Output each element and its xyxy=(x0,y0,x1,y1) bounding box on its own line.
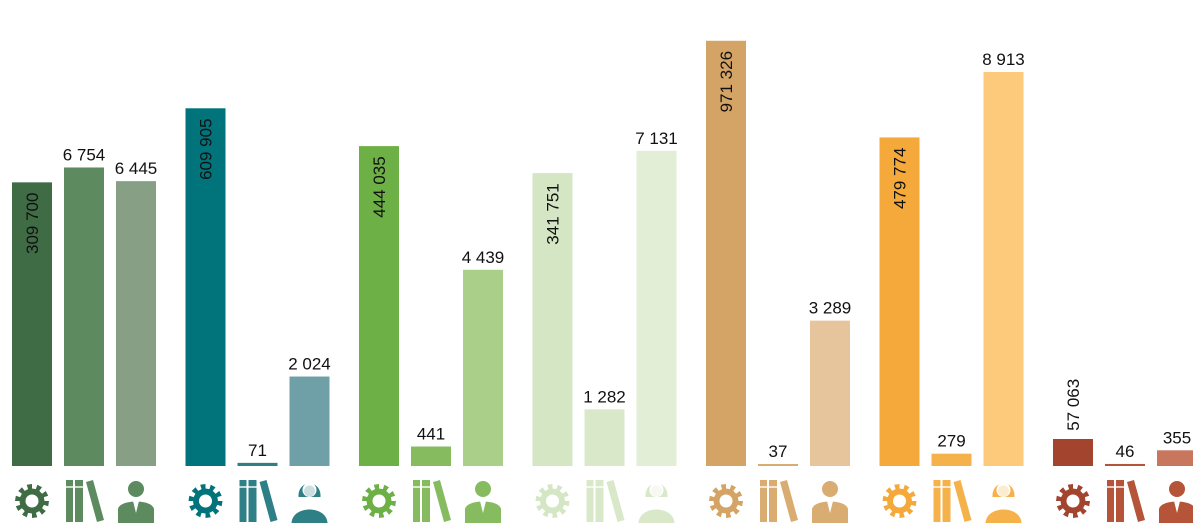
value-label-5-gear: 971 326 xyxy=(717,51,736,112)
value-label-3-books: 441 xyxy=(417,425,445,444)
value-label-4-person: 7 131 xyxy=(635,129,678,148)
value-label-7-gear: 57 063 xyxy=(1064,379,1083,431)
value-label-5-person: 3 289 xyxy=(809,299,852,318)
category-icons-layer xyxy=(15,480,1193,523)
value-label-5-books: 37 xyxy=(769,442,788,461)
bar-5-books xyxy=(758,464,798,466)
bar-1-person xyxy=(116,181,156,467)
bar-group-1 xyxy=(12,167,156,467)
bar-6-gear xyxy=(879,137,920,466)
gear-icon xyxy=(188,484,223,518)
books-icon xyxy=(1107,480,1145,522)
books-icon xyxy=(239,480,278,522)
gear-icon xyxy=(1056,484,1090,518)
bar-7-person xyxy=(1157,450,1193,466)
bar-4-gear xyxy=(532,173,573,466)
books-icon xyxy=(933,480,972,522)
value-label-2-books: 71 xyxy=(248,441,267,460)
person-icon xyxy=(291,483,328,523)
bar-3-gear xyxy=(359,146,399,466)
value-label-6-gear: 479 774 xyxy=(891,148,910,209)
value-label-1-person: 6 445 xyxy=(115,159,158,178)
gear-icon xyxy=(709,484,743,518)
value-label-6-books: 279 xyxy=(937,432,965,451)
bar-group-6 xyxy=(879,72,1024,466)
bar-7-books xyxy=(1105,463,1145,466)
value-label-4-gear: 341 751 xyxy=(544,183,563,244)
bar-2-gear xyxy=(185,108,226,466)
bar-5-person xyxy=(810,320,850,466)
value-label-2-person: 2 024 xyxy=(288,355,331,374)
bar-3-books xyxy=(411,446,451,466)
bar-3-person xyxy=(463,269,503,466)
gear-icon xyxy=(882,484,917,518)
bar-group-7 xyxy=(1053,439,1193,466)
person-icon xyxy=(118,481,154,523)
person-icon xyxy=(1159,481,1193,523)
bar-2-person xyxy=(289,376,330,466)
value-labels-layer: 309 700 6 754 6 445 609 905 71 2 024 444 035 44… xyxy=(23,50,1191,461)
books-icon xyxy=(413,480,451,522)
bar-1-gear xyxy=(12,182,52,466)
gear-icon xyxy=(15,484,49,518)
person-icon xyxy=(812,481,848,523)
value-label-3-gear: 444 035 xyxy=(370,156,389,217)
books-icon xyxy=(586,480,625,522)
books-icon xyxy=(66,480,104,522)
gear-icon xyxy=(362,484,396,518)
bar-group-4 xyxy=(532,150,677,466)
bars-layer xyxy=(12,40,1193,467)
value-label-4-books: 1 282 xyxy=(583,387,626,406)
bar-6-person xyxy=(983,72,1024,466)
bar-5-gear xyxy=(706,40,746,466)
bar-4-person xyxy=(636,150,677,466)
bar-group-5 xyxy=(706,40,850,466)
bar-1-books xyxy=(64,167,104,466)
value-label-2-gear: 609 905 xyxy=(197,118,216,179)
value-label-1-books: 6 754 xyxy=(63,145,106,164)
value-label-6-person: 8 913 xyxy=(982,50,1025,69)
person-icon xyxy=(638,483,675,523)
gear-icon xyxy=(535,484,570,518)
value-label-1-gear: 309 700 xyxy=(23,193,42,254)
books-icon xyxy=(760,480,798,522)
person-icon xyxy=(985,483,1022,523)
bar-4-books xyxy=(584,409,625,466)
person-icon xyxy=(465,481,501,523)
bar-2-books xyxy=(237,462,278,466)
bar-group-3 xyxy=(359,146,503,466)
value-label-7-books: 46 xyxy=(1116,442,1135,461)
value-label-7-person: 355 xyxy=(1163,428,1191,447)
value-label-3-person: 4 439 xyxy=(462,248,505,267)
bar-7-gear xyxy=(1053,439,1093,466)
bar-6-books xyxy=(931,453,972,466)
bar-group-2 xyxy=(185,108,330,466)
